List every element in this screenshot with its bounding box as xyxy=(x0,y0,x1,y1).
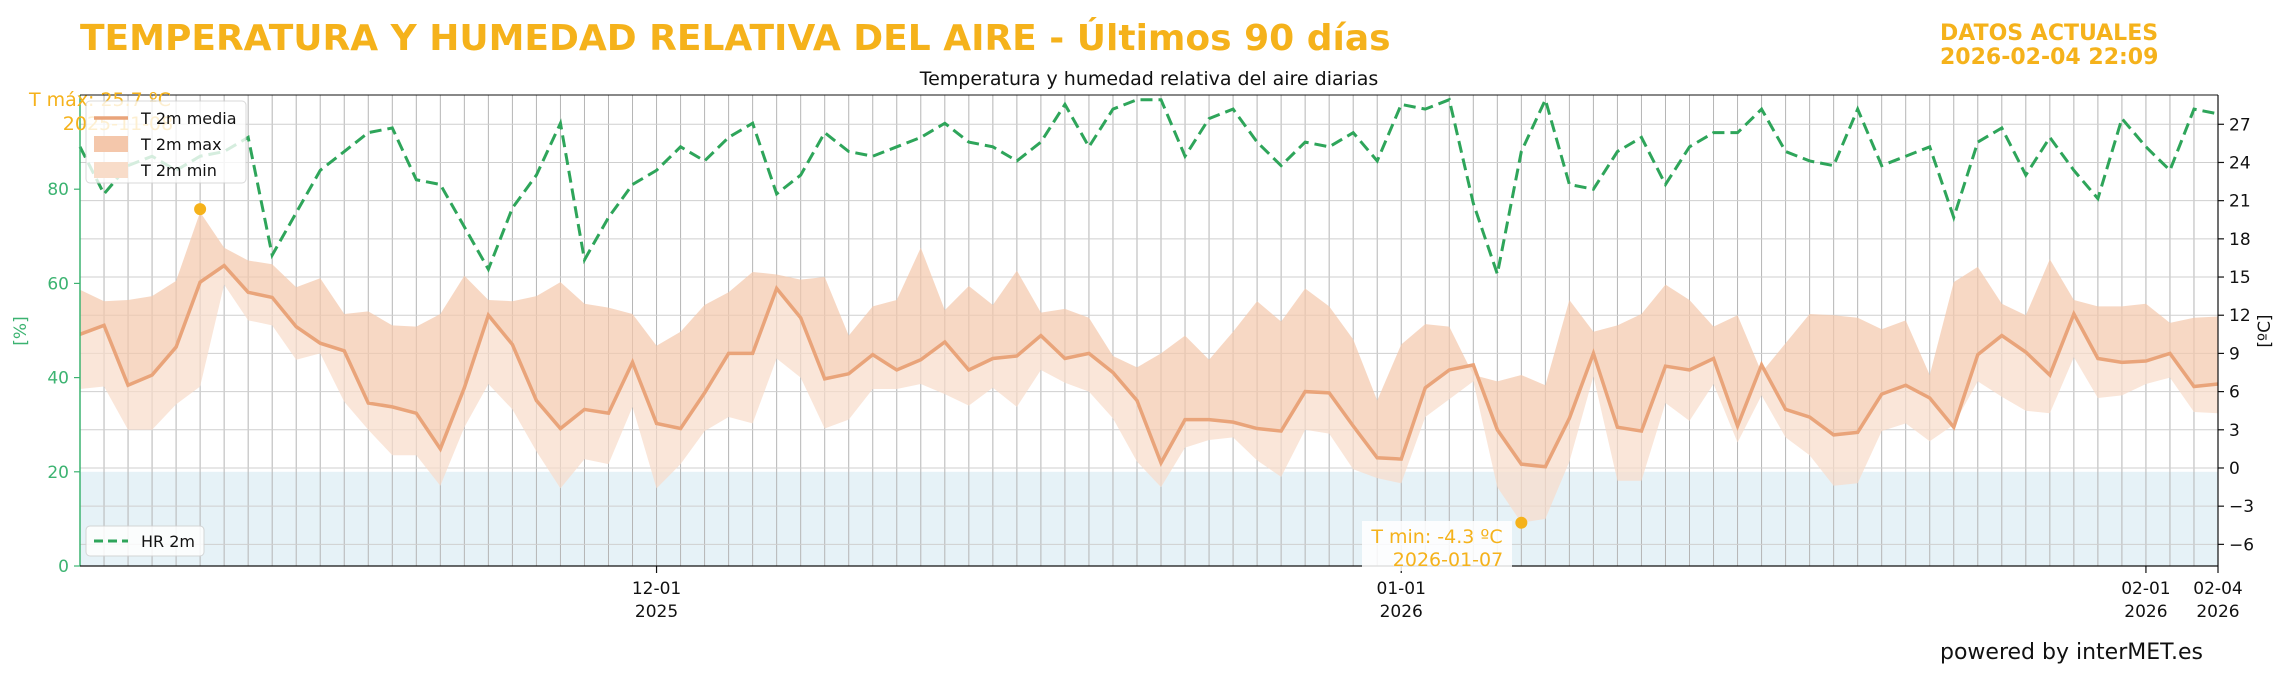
right-tick-label: −6 xyxy=(2229,535,2254,555)
series-line-t-media xyxy=(79,263,2219,469)
status-label: DATOS ACTUALES xyxy=(1940,21,2159,46)
x-tick-year: 2026 xyxy=(1380,602,1423,622)
right-tick-label: 21 xyxy=(2229,192,2251,212)
right-tick-label: 24 xyxy=(2229,153,2251,173)
x-tick-year: 2026 xyxy=(2196,602,2239,622)
series-band-t-max xyxy=(80,212,2218,467)
powered-by-footer: powered by interMET.es xyxy=(1940,640,2203,665)
x-tick-label: 02-01 xyxy=(2121,579,2170,599)
left-tick-label: 20 xyxy=(47,463,69,483)
x-tick-year: 2025 xyxy=(635,602,678,622)
legend-entry-label: T 2m max xyxy=(140,135,222,154)
right-tick-label: −3 xyxy=(2229,497,2254,517)
x-tick-label: 01-01 xyxy=(1377,579,1426,599)
series-band-t-min xyxy=(80,265,2218,523)
right-axis-label: [ºC] xyxy=(2255,314,2275,347)
right-tick-label: 27 xyxy=(2229,115,2251,135)
legend-entry-label: T 2m media xyxy=(140,109,237,128)
max-temp-marker xyxy=(194,203,207,216)
min-temp-date: 2026-01-07 xyxy=(1393,549,1503,571)
left-tick-label: 80 xyxy=(47,180,69,200)
right-tick-label: 6 xyxy=(2229,383,2240,403)
chart-title: Temperatura y humedad relativa del aire … xyxy=(919,68,1379,90)
low-humidity-zone xyxy=(80,471,2218,566)
humidity-legend-box xyxy=(85,525,205,557)
right-tick-label: 9 xyxy=(2229,344,2240,364)
left-axis-label: [%] xyxy=(11,316,31,345)
right-tick-label: 15 xyxy=(2229,268,2251,288)
status-timestamp: 2026-02-04 22:09 xyxy=(1940,45,2159,70)
x-tick-label: 02-04 xyxy=(2193,579,2242,599)
legend-swatch-patch xyxy=(94,162,128,178)
legend-entry-label: HR 2m xyxy=(141,532,195,551)
page-title: TEMPERATURA Y HUMEDAD RELATIVA DEL AIRE … xyxy=(80,18,1391,59)
current-data-status: DATOS ACTUALES 2026-02-04 22:09 xyxy=(1940,22,2158,70)
min-temp-label: T min: -4.3 ºC xyxy=(1370,526,1502,548)
min-temp-label-bg xyxy=(1362,521,1512,571)
legend-swatch-patch xyxy=(94,136,128,152)
left-tick-label: 0 xyxy=(58,557,69,577)
right-tick-label: 3 xyxy=(2229,421,2240,441)
right-tick-label: 0 xyxy=(2229,459,2240,479)
x-tick-label: 12-01 xyxy=(632,579,681,599)
legend-entry-label: T 2m min xyxy=(140,161,217,180)
right-tick-label: 18 xyxy=(2229,230,2251,250)
x-tick-year: 2026 xyxy=(2124,602,2167,622)
right-tick-label: 12 xyxy=(2229,306,2251,326)
left-tick-label: 60 xyxy=(47,274,69,294)
left-tick-label: 40 xyxy=(47,369,69,389)
series-line-hr xyxy=(78,95,2219,280)
min-temp-marker xyxy=(1515,516,1528,529)
